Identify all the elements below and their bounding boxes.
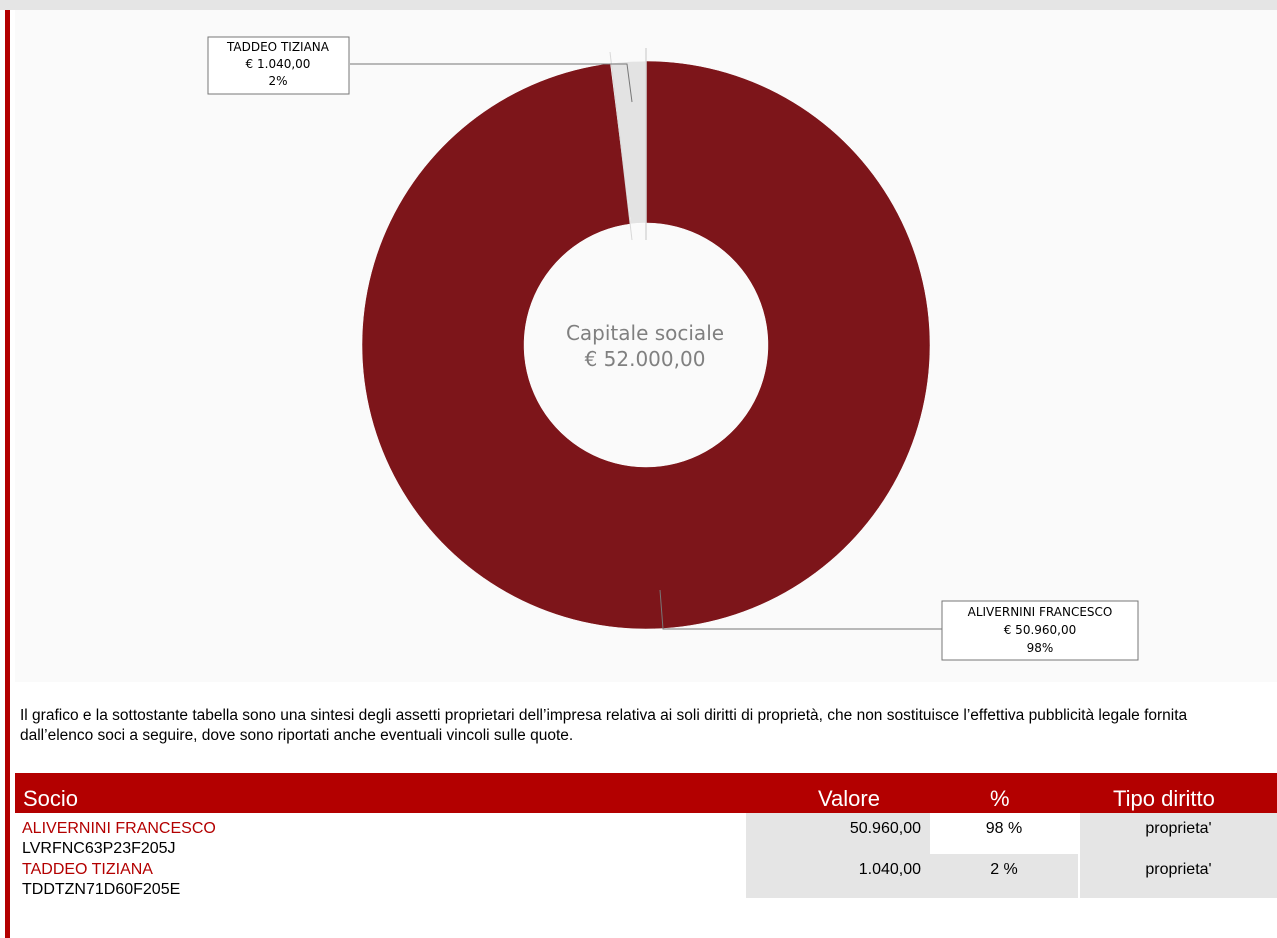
callout-taddeo: TADDEO TIZIANA € 1.040,00 2% — [207, 36, 633, 103]
header-valore: Valore — [818, 786, 880, 811]
tipo-value: proprieta' — [1145, 820, 1212, 837]
socio-codice-fiscale: LVRFNC63P23F205J — [22, 840, 176, 857]
cell-percent: 98 % — [930, 813, 1078, 854]
percent-value: 98 % — [985, 820, 1023, 837]
cell-percent: 2 % — [930, 854, 1078, 898]
cell-tipo: proprieta' — [1080, 813, 1277, 854]
ownership-note: Il grafico e la sottostante tabella sono… — [20, 707, 1188, 744]
valore-value: 1.040,00 — [858, 861, 921, 878]
callout-value: € 1.040,00 — [246, 57, 311, 71]
callout-box — [941, 600, 1139, 661]
percent-value: 2 % — [990, 861, 1018, 878]
cell-valore: 50.960,00 — [746, 813, 930, 854]
callout-percent: 98% — [1027, 641, 1054, 655]
left-accent-bar — [5, 10, 10, 938]
callout-percent: 2% — [268, 74, 287, 88]
header-tipo-diritto: Tipo diritto — [1113, 786, 1215, 811]
cell-tipo: proprieta' — [1080, 854, 1277, 898]
callout-leader-line — [659, 589, 943, 630]
ownership-donut-chart: TADDEO TIZIANA € 1.040,00 2% ALIVERNINI … — [207, 36, 1139, 661]
socio-codice-fiscale: TDDTZN71D60F205E — [22, 881, 181, 898]
callout-name: ALIVERNINI FRANCESCO — [968, 605, 1113, 619]
table-header: Socio Valore % Tipo diritto — [15, 773, 1277, 813]
callout-alivernini: ALIVERNINI FRANCESCO € 50.960,00 98% — [659, 589, 1139, 661]
valore-value: 50.960,00 — [849, 820, 921, 837]
callout-leader-line — [350, 63, 633, 103]
ownership-table: Socio Valore % Tipo diritto ALIVERNINI F… — [15, 773, 1277, 898]
tipo-value: proprieta' — [1145, 861, 1212, 878]
callout-box — [207, 36, 350, 95]
cell-valore: 1.040,00 — [746, 854, 930, 898]
center-label: Capitale sociale — [566, 321, 724, 345]
donut-divider-line — [609, 51, 633, 241]
table-row: TADDEO TIZIANA TDDTZN71D60F205E 1.040,00… — [15, 854, 1277, 898]
table-row: ALIVERNINI FRANCESCO LVRFNC63P23F205J 50… — [15, 813, 1277, 857]
callout-name: TADDEO TIZIANA — [226, 40, 330, 54]
socio-name-link[interactable]: TADDEO TIZIANA — [22, 861, 153, 878]
top-bar — [0, 0, 1277, 10]
socio-name-link[interactable]: ALIVERNINI FRANCESCO — [22, 820, 216, 837]
donut-slice-alivernini-francesco — [361, 60, 931, 630]
center-value: € 52.000,00 — [585, 347, 706, 371]
header-percent: % — [990, 786, 1010, 811]
header-socio: Socio — [23, 786, 79, 811]
callout-value: € 50.960,00 — [1004, 623, 1077, 637]
